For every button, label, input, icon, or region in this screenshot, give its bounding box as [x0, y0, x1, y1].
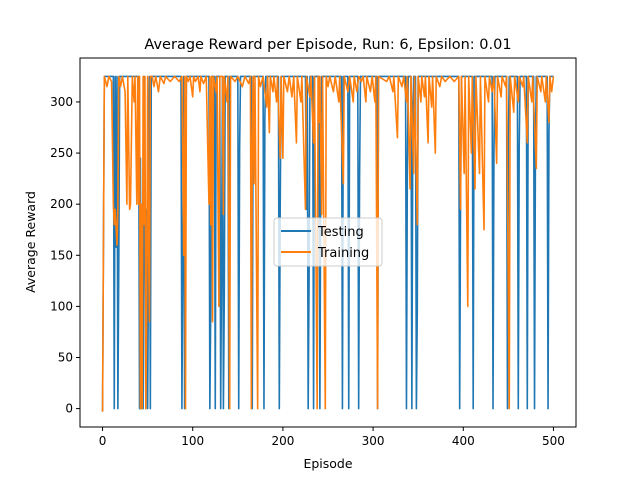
y-tick-label: 150	[50, 248, 73, 262]
x-tick-label: 200	[271, 434, 294, 448]
series-line-training	[101, 75, 555, 412]
y-axis-label: Average Reward	[23, 191, 38, 293]
axes: 0 100 200 300 400 500 0 50 100 150 200 250 300	[50, 95, 565, 448]
legend-label-testing: Testing	[317, 225, 364, 240]
y-tick-label: 50	[58, 350, 73, 364]
x-tick-label: 100	[181, 434, 204, 448]
legend: Testing Training	[273, 217, 383, 267]
chart-title: Average Reward per Episode, Run: 6, Epsi…	[144, 37, 511, 53]
x-tick-label: 500	[542, 434, 565, 448]
y-tick-label: 300	[50, 95, 73, 109]
x-tick-label: 0	[99, 434, 107, 448]
y-tick-label: 100	[50, 299, 73, 313]
plot-frame	[79, 57, 577, 428]
y-tick-label: 0	[65, 402, 73, 416]
x-axis-label: Episode	[303, 456, 352, 471]
x-tick-label: 400	[452, 434, 475, 448]
y-tick-label: 200	[50, 197, 73, 211]
x-tick-label: 300	[362, 434, 385, 448]
legend-label-training: Training	[317, 246, 369, 261]
y-tick-label: 250	[50, 146, 73, 160]
